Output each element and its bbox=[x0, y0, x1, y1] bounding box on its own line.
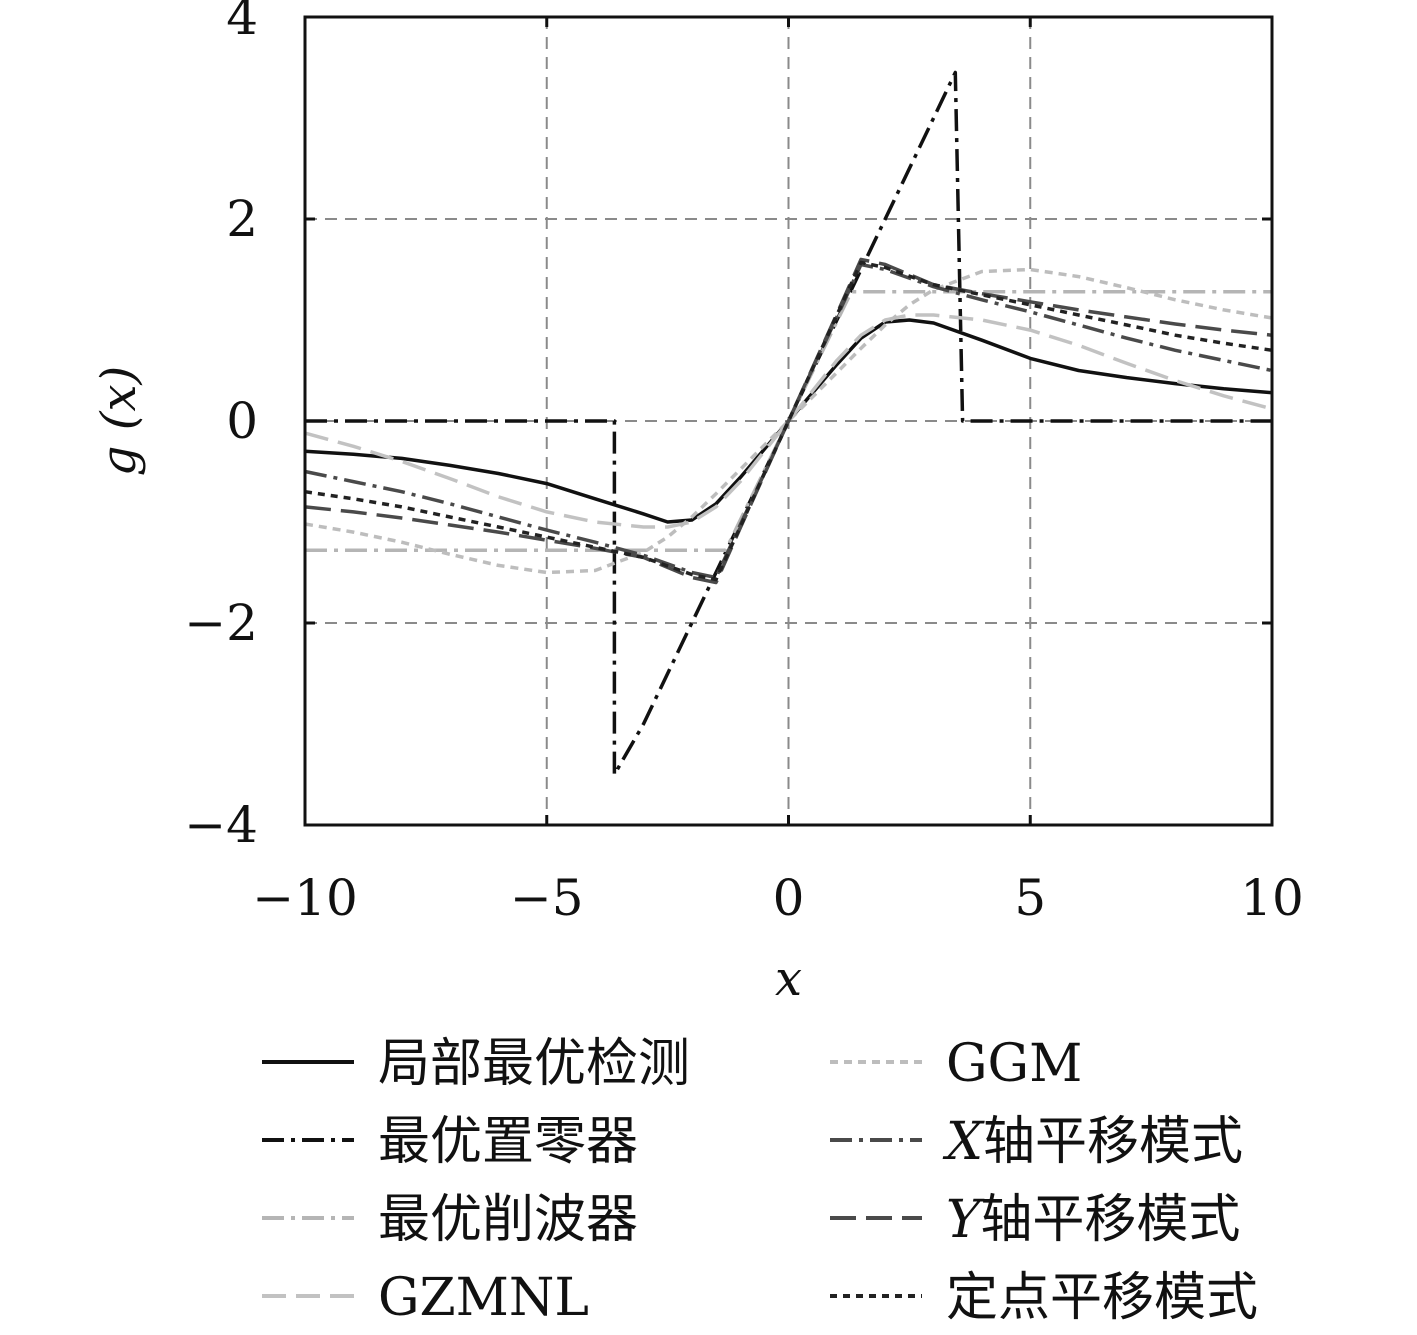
series-lines bbox=[304, 70, 1273, 777]
y-tick-label: 2 bbox=[226, 190, 258, 248]
y-tick-label: 4 bbox=[226, 0, 258, 46]
series-line-7 bbox=[304, 257, 1273, 585]
x-axis-label: x bbox=[775, 951, 802, 1007]
legend-label: X轴平移模式 bbox=[942, 1112, 1243, 1172]
x-tick-label: 5 bbox=[1014, 869, 1046, 927]
legend-label: 最优置零器 bbox=[378, 1112, 638, 1172]
series-line-4 bbox=[304, 313, 1273, 529]
legend-label: Y轴平移模式 bbox=[946, 1190, 1240, 1250]
y-tick-label: 0 bbox=[226, 392, 258, 450]
legend-label: 局部最优检测 bbox=[378, 1034, 690, 1094]
x-tick-label: 0 bbox=[773, 869, 805, 927]
legend-label: GGM bbox=[946, 1034, 1082, 1094]
axis-ticks: −10 −5 0 5 10 −4 −2 0 2 4 bbox=[184, 0, 1304, 927]
y-axis-label: g (x) bbox=[91, 366, 147, 477]
x-tick-label: 10 bbox=[1240, 869, 1304, 927]
x-tick-label: −5 bbox=[510, 869, 584, 927]
series-line-8 bbox=[304, 260, 1273, 582]
y-tick-label: −2 bbox=[184, 594, 258, 652]
legend-label: 定点平移模式 bbox=[946, 1268, 1258, 1328]
legend-label: GZMNL bbox=[378, 1268, 589, 1328]
legend-label: 最优削波器 bbox=[378, 1190, 638, 1250]
y-tick-label: −4 bbox=[184, 796, 258, 854]
series-line-5 bbox=[304, 267, 1273, 575]
x-tick-label: −10 bbox=[252, 869, 358, 927]
